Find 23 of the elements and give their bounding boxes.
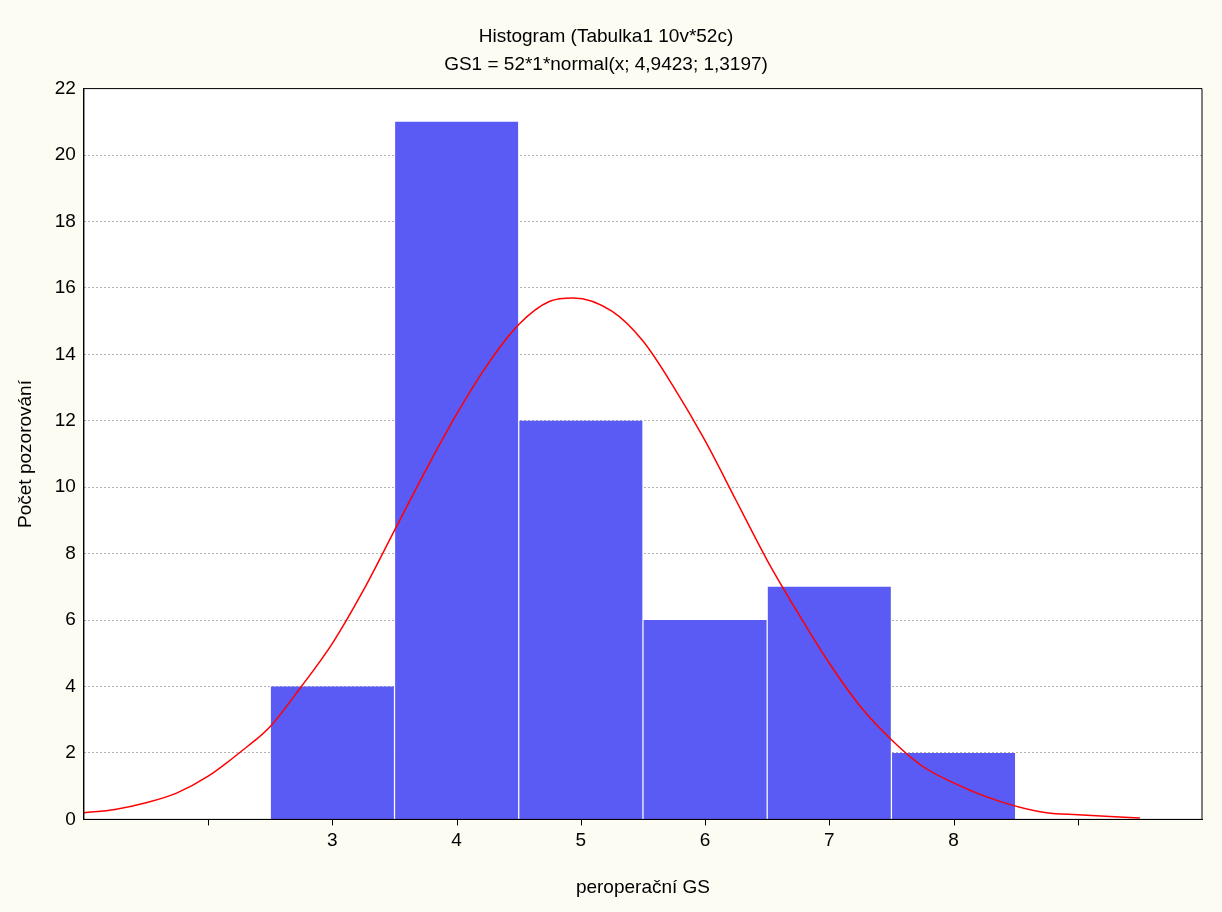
y-tick-label: 6 bbox=[65, 608, 76, 630]
x-tick-label: 3 bbox=[327, 829, 338, 851]
x-tick-label: 4 bbox=[451, 829, 463, 851]
y-tick-label: 2 bbox=[65, 741, 76, 763]
y-axis-title: Počet pozorování bbox=[13, 379, 35, 528]
y-tick-label: 22 bbox=[54, 76, 76, 98]
x-tick-label: 8 bbox=[948, 829, 959, 851]
y-tick-label: 12 bbox=[54, 409, 76, 431]
y-tick-label: 8 bbox=[65, 541, 76, 563]
y-tick-label: 18 bbox=[54, 209, 76, 231]
y-tick-label: 0 bbox=[65, 807, 76, 829]
chart-subtitle: GS1 = 52*1*normal(x; 4,9423; 1,3197) bbox=[444, 53, 768, 75]
y-tick-label: 10 bbox=[54, 475, 76, 497]
line-series bbox=[83, 297, 1141, 819]
y-tick-label: 20 bbox=[54, 143, 76, 165]
x-tick-label: 6 bbox=[699, 829, 711, 851]
y-tick-label: 16 bbox=[54, 276, 76, 298]
y-tick-label: 14 bbox=[54, 342, 77, 364]
y-tick-label: 4 bbox=[65, 674, 77, 696]
chart-title: Histogram (Tabulka1 10v*52c) bbox=[478, 24, 734, 46]
x-tick-label: 5 bbox=[575, 829, 587, 851]
x-axis-title: peroperační GS bbox=[575, 875, 711, 897]
x-tick-label: 7 bbox=[824, 829, 835, 851]
